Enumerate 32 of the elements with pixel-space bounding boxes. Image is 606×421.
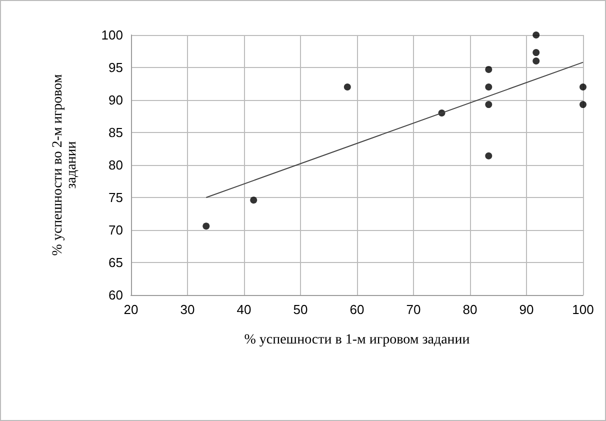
point xyxy=(344,84,351,90)
y-axis-title: % успешности во 2-м игровом задании xyxy=(50,74,80,256)
point xyxy=(485,101,492,108)
y-tick-label: 100 xyxy=(101,28,123,42)
y-tick-label: 60 xyxy=(108,288,123,302)
x-tick-label: 70 xyxy=(406,302,421,317)
y-tick-label: 65 xyxy=(108,255,123,270)
point xyxy=(485,84,492,90)
y-tick-label: 75 xyxy=(108,190,123,205)
x-tick-label: 50 xyxy=(293,302,308,317)
y-tick-label: 85 xyxy=(108,125,123,140)
x-axis-title: % успешности в 1-м игровом задании xyxy=(244,332,470,348)
x-tick-label: 30 xyxy=(180,302,195,317)
y-tick-label: 90 xyxy=(108,92,123,108)
x-tick-label: 90 xyxy=(519,302,534,317)
point xyxy=(580,101,586,108)
point xyxy=(250,196,258,204)
x-tick-label: 20 xyxy=(124,302,138,317)
point xyxy=(485,66,492,73)
y-tick-label: 70 xyxy=(108,222,123,238)
x-tick-label: 40 xyxy=(236,302,252,317)
point xyxy=(485,152,492,160)
x-tick-label: 100 xyxy=(572,302,594,317)
x-tick-label: 80 xyxy=(462,302,478,317)
x-tick-label: 60 xyxy=(350,302,364,317)
y-tick-label: 95 xyxy=(108,60,123,75)
point xyxy=(532,32,540,38)
point xyxy=(580,84,586,90)
point xyxy=(532,58,540,64)
y-tick-label: 80 xyxy=(108,158,123,172)
point xyxy=(202,222,210,230)
point xyxy=(532,49,540,56)
